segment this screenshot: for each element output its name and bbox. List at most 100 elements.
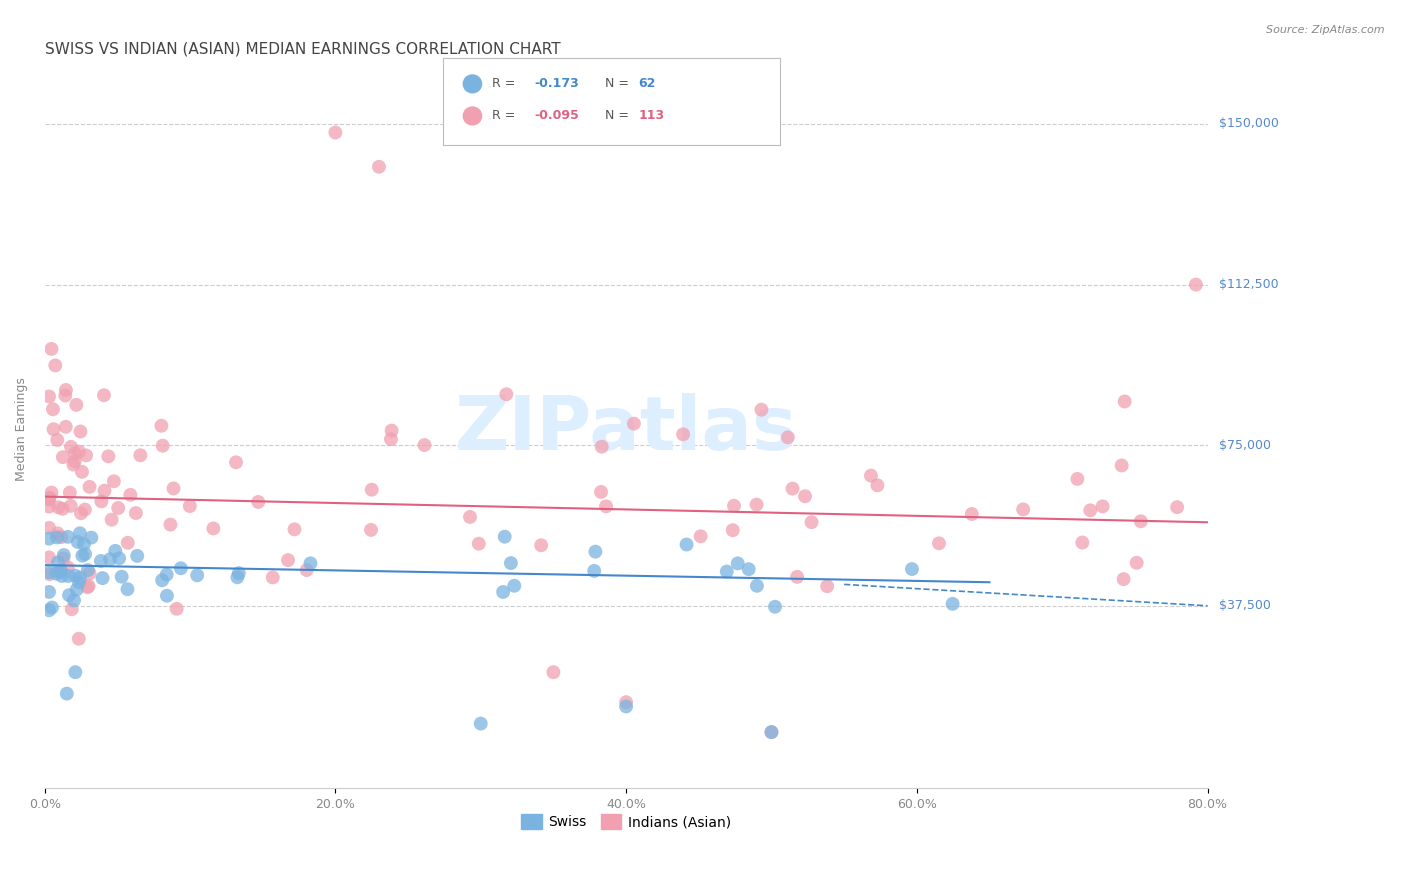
Point <box>186 568 208 582</box>
Point <box>901 562 924 576</box>
Point <box>69 526 91 541</box>
Point <box>738 562 761 576</box>
Point <box>503 579 526 593</box>
Point <box>689 529 711 543</box>
Point <box>745 498 768 512</box>
Point <box>49 564 72 578</box>
Legend: Swiss, Indians (Asian): Swiss, Indians (Asian) <box>515 809 737 835</box>
Point <box>38 491 60 505</box>
Point <box>56 560 79 574</box>
Point <box>150 418 173 433</box>
Point <box>80 531 103 545</box>
Text: R =: R = <box>492 110 519 122</box>
Point <box>763 599 786 614</box>
Point <box>75 547 97 561</box>
Point <box>63 593 86 607</box>
Point <box>794 489 817 503</box>
Text: $112,500: $112,500 <box>1219 278 1278 291</box>
Point <box>69 425 91 439</box>
Point <box>120 488 142 502</box>
Point <box>1129 514 1152 528</box>
Text: ZIPatlas: ZIPatlas <box>454 392 797 466</box>
Point <box>859 468 882 483</box>
Point <box>65 398 87 412</box>
Point <box>117 582 139 597</box>
Point <box>63 454 86 468</box>
Point <box>166 602 188 616</box>
Y-axis label: Median Earnings: Median Earnings <box>15 377 28 481</box>
Point <box>117 535 139 549</box>
Text: 113: 113 <box>638 110 665 122</box>
Point <box>51 530 73 544</box>
Point <box>226 570 249 584</box>
Point <box>63 446 86 460</box>
Point <box>38 585 60 599</box>
Point <box>595 500 617 514</box>
Point <box>41 485 63 500</box>
Point <box>228 566 250 581</box>
Point <box>1071 535 1094 549</box>
Point <box>458 510 481 524</box>
Point <box>960 507 983 521</box>
Point <box>107 501 129 516</box>
Point <box>98 552 121 566</box>
Point <box>468 537 491 551</box>
Text: $37,500: $37,500 <box>1219 599 1271 612</box>
Point <box>38 550 60 565</box>
Point <box>60 440 83 454</box>
Text: N =: N = <box>605 78 633 90</box>
Point <box>800 515 823 529</box>
Point <box>129 448 152 462</box>
Point <box>262 570 284 584</box>
Point <box>38 603 60 617</box>
Point <box>58 588 80 602</box>
Point <box>761 725 783 739</box>
Point <box>413 438 436 452</box>
Point <box>152 439 174 453</box>
Text: $150,000: $150,000 <box>1219 118 1278 130</box>
Point <box>247 495 270 509</box>
Point <box>67 444 90 458</box>
Point <box>97 450 120 464</box>
Point <box>41 600 63 615</box>
Point <box>93 388 115 402</box>
Text: R =: R = <box>492 78 519 90</box>
Point <box>866 478 889 492</box>
Point <box>127 549 149 563</box>
Point <box>111 570 134 584</box>
Point <box>41 342 63 356</box>
Point <box>55 383 77 397</box>
Point <box>1012 502 1035 516</box>
Text: 62: 62 <box>638 78 655 90</box>
Point <box>202 521 225 535</box>
Point <box>49 565 72 579</box>
Point <box>56 687 79 701</box>
Point <box>360 483 382 497</box>
Point <box>751 402 773 417</box>
Point <box>38 521 60 535</box>
Point <box>299 557 322 571</box>
Point <box>67 575 90 590</box>
Point <box>721 523 744 537</box>
Point <box>38 532 60 546</box>
Point <box>66 582 89 597</box>
Point <box>60 602 83 616</box>
Point <box>42 422 65 436</box>
Point <box>470 716 492 731</box>
Point <box>67 632 90 646</box>
Point <box>51 501 73 516</box>
Point <box>1114 394 1136 409</box>
Point <box>45 531 67 545</box>
Point <box>46 433 69 447</box>
Point <box>38 500 60 514</box>
Point <box>52 548 75 562</box>
Point <box>38 566 60 580</box>
Point <box>91 571 114 585</box>
Point <box>583 564 606 578</box>
Point <box>69 571 91 585</box>
Point <box>150 574 173 588</box>
Point <box>360 523 382 537</box>
Point <box>46 556 69 570</box>
Point <box>1185 277 1208 292</box>
Point <box>38 567 60 582</box>
